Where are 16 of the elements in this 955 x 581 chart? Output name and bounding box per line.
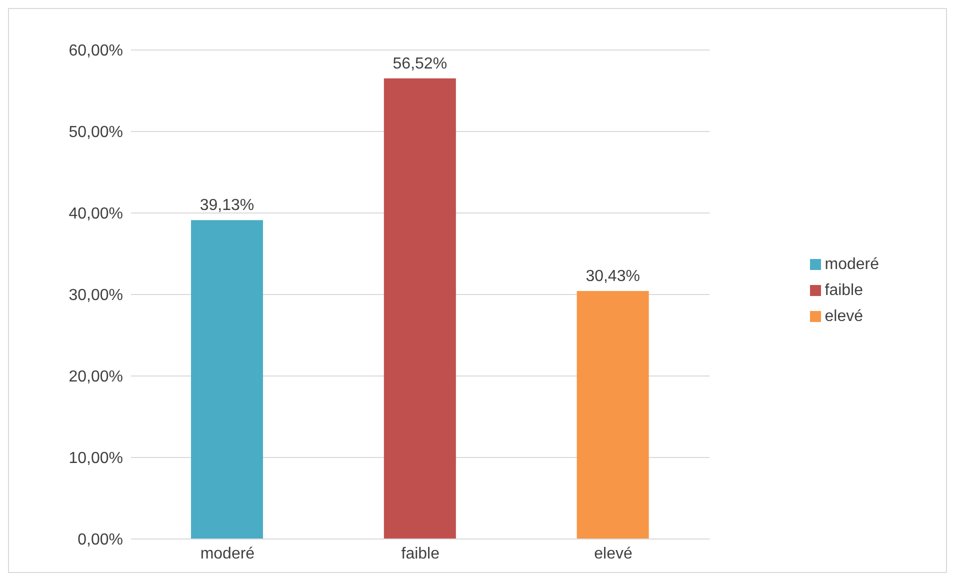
legend-label: elevé — [824, 308, 863, 324]
y-tick-label: 30,00% — [68, 287, 123, 304]
data-label: 56,52% — [392, 55, 448, 72]
y-tick-label: 10,00% — [68, 450, 123, 468]
y-tick-label: 20,00% — [68, 368, 123, 386]
y-tick-label: 40,00% — [68, 206, 123, 223]
x-tick-label: faible — [401, 545, 440, 562]
data-label: 39,13% — [200, 197, 254, 214]
y-tick-label: 0,00% — [78, 532, 123, 549]
x-tick-label: elevé — [594, 545, 633, 562]
legend-label: faible — [824, 282, 863, 298]
y-tick-label: 50,00% — [68, 124, 123, 142]
legend-label: moderé — [824, 256, 879, 272]
data-label: 30,43% — [586, 268, 640, 285]
x-tick-label: moderé — [200, 545, 255, 562]
y-tick-label: 60,00% — [68, 42, 123, 60]
